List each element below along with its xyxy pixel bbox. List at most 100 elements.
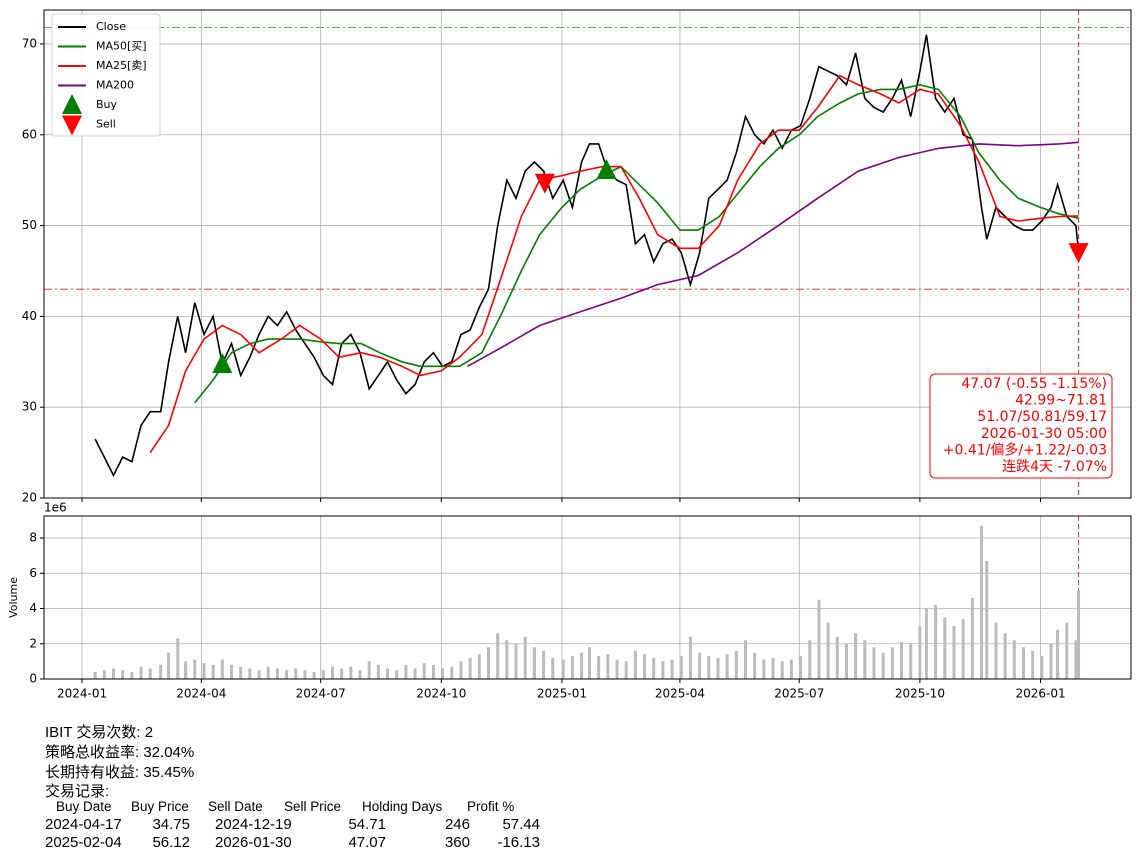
table-cell: 2025-02-04 [45, 834, 122, 851]
volume-bar [744, 640, 748, 679]
volume-bar [970, 597, 974, 679]
price-line [149, 74, 1079, 454]
volume-bar [542, 650, 546, 679]
volume-bar [881, 652, 885, 679]
x-tick-label: 2024-01 [57, 687, 107, 701]
volume-bar [312, 671, 316, 679]
x-tick-label: 2025-04 [655, 687, 705, 701]
volume-bar [734, 650, 738, 679]
volume-bar [615, 659, 619, 679]
info-text: 2026-01-30 05:00 [981, 426, 1107, 442]
volume-bar [707, 656, 711, 679]
sell-marker [534, 173, 555, 194]
volume-bar [587, 647, 591, 679]
volume-bar [961, 619, 965, 679]
price-line [94, 34, 1080, 478]
volume-bar [1077, 590, 1081, 679]
info-text: 连跌4天 -7.07% [1002, 459, 1107, 475]
offset-label: 1e6 [44, 501, 67, 515]
volume-bar [854, 633, 858, 679]
summary-line: IBIT 交易次数: 2 [45, 724, 154, 741]
price-line [194, 83, 1079, 404]
volume-bar [167, 652, 171, 679]
volume-bar [924, 608, 928, 679]
table-cell: 2024-12-19 [215, 816, 292, 833]
volume-bar [551, 657, 555, 679]
volume-bar [909, 643, 913, 679]
axes-frame [43, 9, 1132, 499]
volume-bar [1065, 622, 1069, 679]
volume-bar [275, 668, 279, 679]
volume-bar [202, 663, 206, 679]
volume-bar [952, 626, 956, 679]
volume-bar [817, 599, 821, 679]
volume-bar [330, 666, 334, 679]
table-header: Holding Days [362, 799, 443, 814]
volume-bar [294, 668, 298, 679]
volume-bar [980, 525, 984, 679]
chart: 2024-01 2024-04 2024-07 2024-10 2025-01 2025-… [7, 9, 1132, 701]
volume-bar [1021, 647, 1025, 679]
volume-bar [266, 666, 270, 679]
volume-bar [139, 666, 143, 679]
volume-bar [643, 654, 647, 679]
volume-bar [780, 661, 784, 679]
volume-bar [808, 640, 812, 679]
volume-bar [606, 654, 610, 679]
volume-bar [688, 636, 692, 679]
volume-bar [844, 643, 848, 679]
volume-bar [422, 663, 426, 679]
legend: Close MA50[买] MA25[卖] MA200 Buy Sell [51, 13, 161, 137]
buy-marker [596, 159, 617, 180]
x-tick-label: 2025-01 [537, 687, 587, 701]
volume-bar [698, 652, 702, 679]
volume-bar [111, 668, 115, 679]
y-tick-label: 50 [22, 218, 37, 232]
volume-bar [358, 670, 362, 679]
volume-bar [431, 664, 435, 679]
y-axis-label: Volume [7, 577, 20, 618]
volume-bar [184, 661, 188, 679]
volume-bar [872, 647, 876, 679]
volume-bar [670, 659, 674, 679]
volume-bar [652, 657, 656, 679]
volume-bar [789, 659, 793, 679]
y-tick-label: 30 [22, 400, 37, 414]
sell-marker [1068, 243, 1089, 264]
y-tick-label: 6 [29, 566, 37, 580]
volume-bar [477, 654, 481, 679]
volume-bar [1003, 633, 1007, 679]
volume-bar [386, 668, 390, 679]
volume-bar [753, 652, 757, 679]
summary-line: 策略总收益率: 32.04% [45, 744, 195, 761]
legend-label: Close [96, 20, 126, 33]
volume-bar [835, 636, 839, 679]
volume-bar [1049, 643, 1053, 679]
summary-line: 长期持有收益: 35.45% [45, 764, 195, 781]
volume-bar [220, 659, 224, 679]
x-tick-label: 2024-10 [416, 687, 466, 701]
volume-bar [918, 626, 922, 679]
y-tick-label: 20 [22, 491, 37, 505]
volume-bar [505, 640, 509, 679]
volume-bar [130, 671, 134, 679]
x-tick-label: 2025-07 [774, 687, 824, 701]
summary-line: 交易记录: [45, 783, 110, 800]
table-cell: 54.71 [348, 816, 386, 833]
table-cell: 2026-01-30 [215, 834, 292, 851]
x-tick-label: 2026-01 [1015, 687, 1065, 701]
volume-bar [257, 670, 261, 679]
volume-bar [468, 657, 472, 679]
volume-bar [523, 636, 527, 679]
volume-bar [890, 647, 894, 679]
volume-bar [459, 661, 463, 679]
y-tick-label: 40 [22, 309, 37, 323]
volume-bar [570, 656, 574, 679]
table-cell: 56.12 [152, 834, 190, 851]
table-cell: 57.44 [502, 816, 540, 833]
volume-bar [679, 656, 683, 679]
volume-bar [1012, 640, 1016, 679]
volume-bar [934, 604, 938, 679]
volume-bar [349, 666, 353, 679]
axes-frame [43, 515, 1132, 680]
